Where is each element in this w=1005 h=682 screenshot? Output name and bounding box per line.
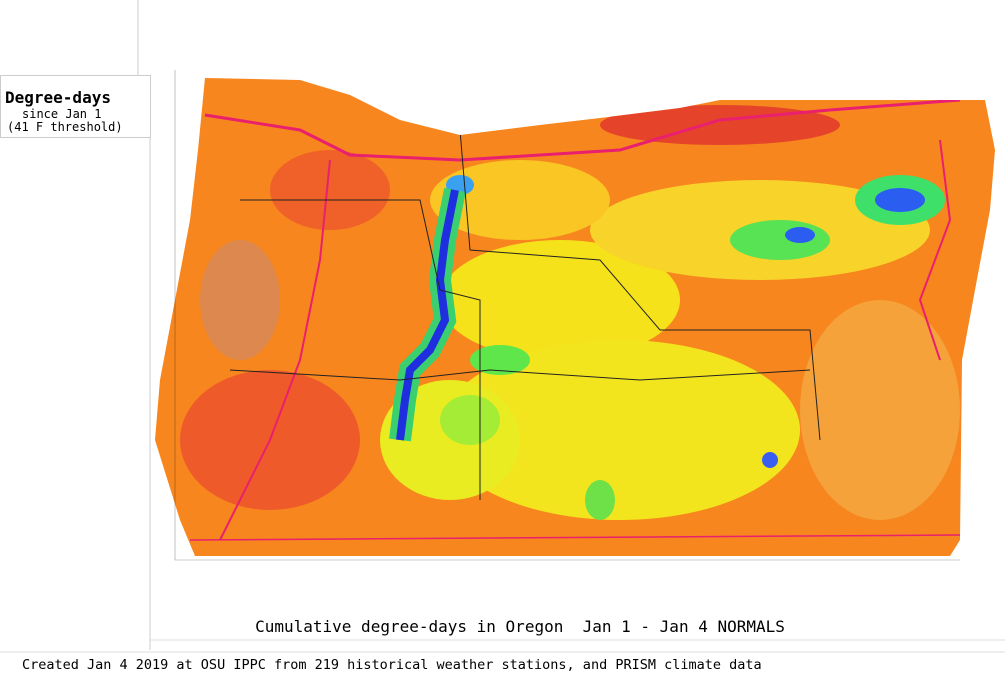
legend-box xyxy=(0,75,151,138)
footer-credit: Created Jan 4 2019 at OSU IPPC from 219 … xyxy=(22,657,762,673)
county-line xyxy=(459,129,821,441)
legend-subtitle: (41 F threshold) xyxy=(7,120,123,134)
map-zone xyxy=(200,240,280,360)
map-zone xyxy=(440,240,680,360)
road xyxy=(189,534,961,541)
road xyxy=(204,98,961,162)
legend-title: Degree-days xyxy=(5,88,111,107)
road xyxy=(918,139,952,361)
road xyxy=(219,159,331,541)
county-line xyxy=(240,199,481,500)
county-line xyxy=(229,369,811,381)
map-title: Cumulative degree-days in Oregon Jan 1 -… xyxy=(255,617,785,636)
map-zone xyxy=(800,300,960,520)
state-outline xyxy=(174,70,960,561)
map-zone xyxy=(585,480,615,520)
map-zone xyxy=(785,227,815,243)
map-zone xyxy=(875,188,925,212)
map-zone xyxy=(440,395,500,445)
map-zone xyxy=(730,220,830,260)
map-zone xyxy=(440,340,800,520)
legend-subtitle: since Jan 1 xyxy=(22,107,101,121)
map-zone xyxy=(762,452,778,468)
cascade-range xyxy=(396,189,459,441)
map-zone xyxy=(470,345,530,375)
degree-day-map xyxy=(155,78,995,556)
map-zone xyxy=(430,160,610,240)
map-zone xyxy=(270,150,390,230)
